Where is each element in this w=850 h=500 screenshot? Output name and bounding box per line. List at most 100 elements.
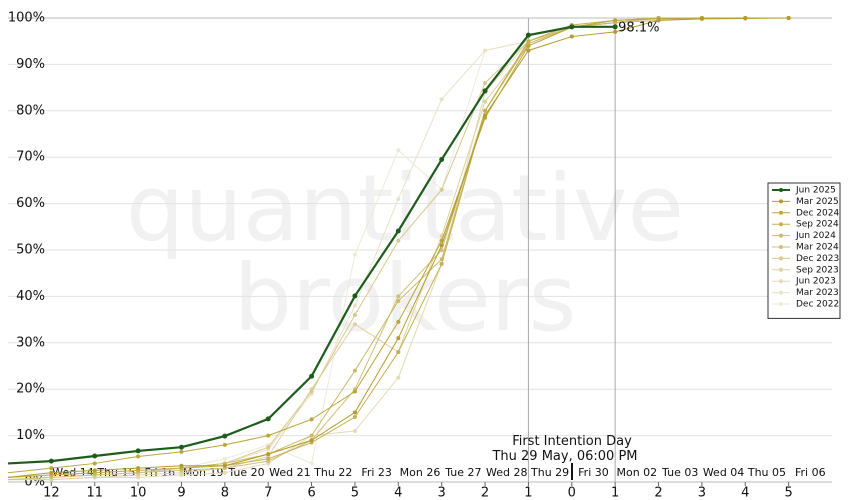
series-point	[439, 261, 444, 266]
series-point	[352, 293, 358, 299]
x-tick-label: 10	[130, 486, 147, 500]
x-tick-label: 1	[524, 486, 532, 500]
series-point	[178, 444, 184, 450]
y-tick-label: 50%	[16, 243, 45, 258]
series-point	[48, 458, 54, 464]
series-point	[569, 24, 575, 30]
series-point	[483, 99, 488, 104]
series-point	[439, 97, 444, 102]
series-point	[352, 389, 357, 394]
x-tick-label: 3	[698, 486, 706, 500]
legend-swatch-dot	[779, 188, 783, 192]
x-tick-label: 5	[784, 486, 792, 500]
legend-swatch-dot	[779, 302, 783, 306]
series-point	[483, 48, 488, 53]
x-tick-label: 12	[43, 486, 60, 500]
legend-label: Dec 2022	[796, 300, 839, 310]
y-tick-label: 80%	[16, 103, 45, 118]
date-tick-label: Tue 20	[227, 466, 264, 479]
y-tick-label: 100%	[8, 11, 45, 26]
y-tick-label: 10%	[16, 428, 45, 443]
y-tick-label: 40%	[16, 289, 45, 304]
series-point	[266, 445, 271, 450]
series-point	[395, 228, 401, 234]
series-point	[222, 442, 227, 447]
date-tick-label: Thu 22	[313, 466, 352, 479]
series-point	[396, 148, 401, 153]
x-tick-label: 1	[611, 486, 619, 500]
series-point	[309, 438, 314, 443]
x-tick-label: 3	[438, 486, 446, 500]
legend-swatch-dot	[779, 279, 783, 284]
x-tick-label: 2	[654, 486, 662, 500]
legend-swatch-dot	[779, 290, 783, 295]
legend-swatch-dot	[779, 233, 783, 238]
x-tick-label: 4	[741, 486, 749, 500]
series-point	[352, 415, 357, 420]
series-point	[222, 433, 228, 439]
series-point	[136, 466, 141, 471]
annotation-line: Thu 29 May, 06:00 PM	[491, 449, 637, 464]
series-point	[396, 196, 401, 201]
legend-swatch-dot	[779, 210, 783, 215]
legend-label: Dec 2023	[796, 254, 839, 264]
series-point	[612, 24, 618, 30]
series-point	[309, 373, 315, 379]
series-point	[569, 34, 574, 39]
date-tick-label: Tue 03	[661, 466, 698, 479]
legend-label: Jun 2023	[795, 277, 836, 287]
series-point	[49, 470, 54, 475]
value-annotation: 98.1%	[618, 20, 659, 35]
series-point	[396, 294, 401, 299]
watermark-line: brokers	[234, 245, 577, 352]
annotation-line: First Intention Day	[512, 434, 632, 449]
x-tick-label: 6	[307, 486, 315, 500]
series-point	[352, 303, 357, 308]
legend-box	[767, 182, 841, 319]
x-tick-label: 4	[394, 486, 402, 500]
x-tick-label: 0	[568, 486, 576, 500]
date-tick-label: Mon 26	[400, 466, 441, 479]
series-point	[266, 452, 271, 457]
legend-swatch-dot	[779, 222, 783, 227]
series-point	[439, 187, 444, 192]
y-tick-label: 30%	[16, 335, 45, 350]
legend-label: Dec 2024	[796, 208, 839, 218]
series-point	[613, 18, 618, 23]
legend-label: Mar 2024	[796, 243, 839, 253]
series-point	[526, 43, 531, 48]
series-point	[396, 375, 401, 380]
legend-label: Mar 2023	[796, 288, 839, 298]
series-point	[352, 428, 357, 433]
x-tick-label: 9	[177, 486, 185, 500]
annotation: First Intention Day Thu 29 May, 06:00 PM	[491, 434, 637, 464]
series-point	[266, 456, 271, 461]
series-point	[743, 16, 748, 21]
series-point	[396, 238, 401, 243]
series-point	[396, 336, 401, 341]
date-tick-label: Thu 05	[747, 466, 786, 479]
series-point	[309, 417, 314, 422]
series-point	[439, 248, 444, 252]
series-point	[482, 88, 488, 94]
series-point	[525, 32, 531, 38]
series-point	[439, 157, 445, 163]
date-tick-label: Fri 23	[361, 466, 392, 479]
series-point	[526, 39, 531, 44]
x-tick-label: 5	[351, 486, 359, 500]
x-tick-label: 11	[86, 486, 103, 500]
date-tick-label: Wed 04	[703, 466, 744, 479]
date-tick-label: Tue 27	[444, 466, 481, 479]
series-point	[699, 16, 704, 21]
legend-swatch-dot	[779, 245, 783, 249]
series-point	[309, 433, 314, 438]
legend-label: Jun 2025	[795, 186, 836, 196]
series-point	[352, 410, 357, 415]
series-point	[266, 433, 271, 438]
series-point	[526, 48, 531, 53]
series-point	[352, 322, 357, 327]
series-point	[265, 416, 271, 422]
series-point	[352, 252, 357, 257]
series-point	[352, 312, 357, 317]
